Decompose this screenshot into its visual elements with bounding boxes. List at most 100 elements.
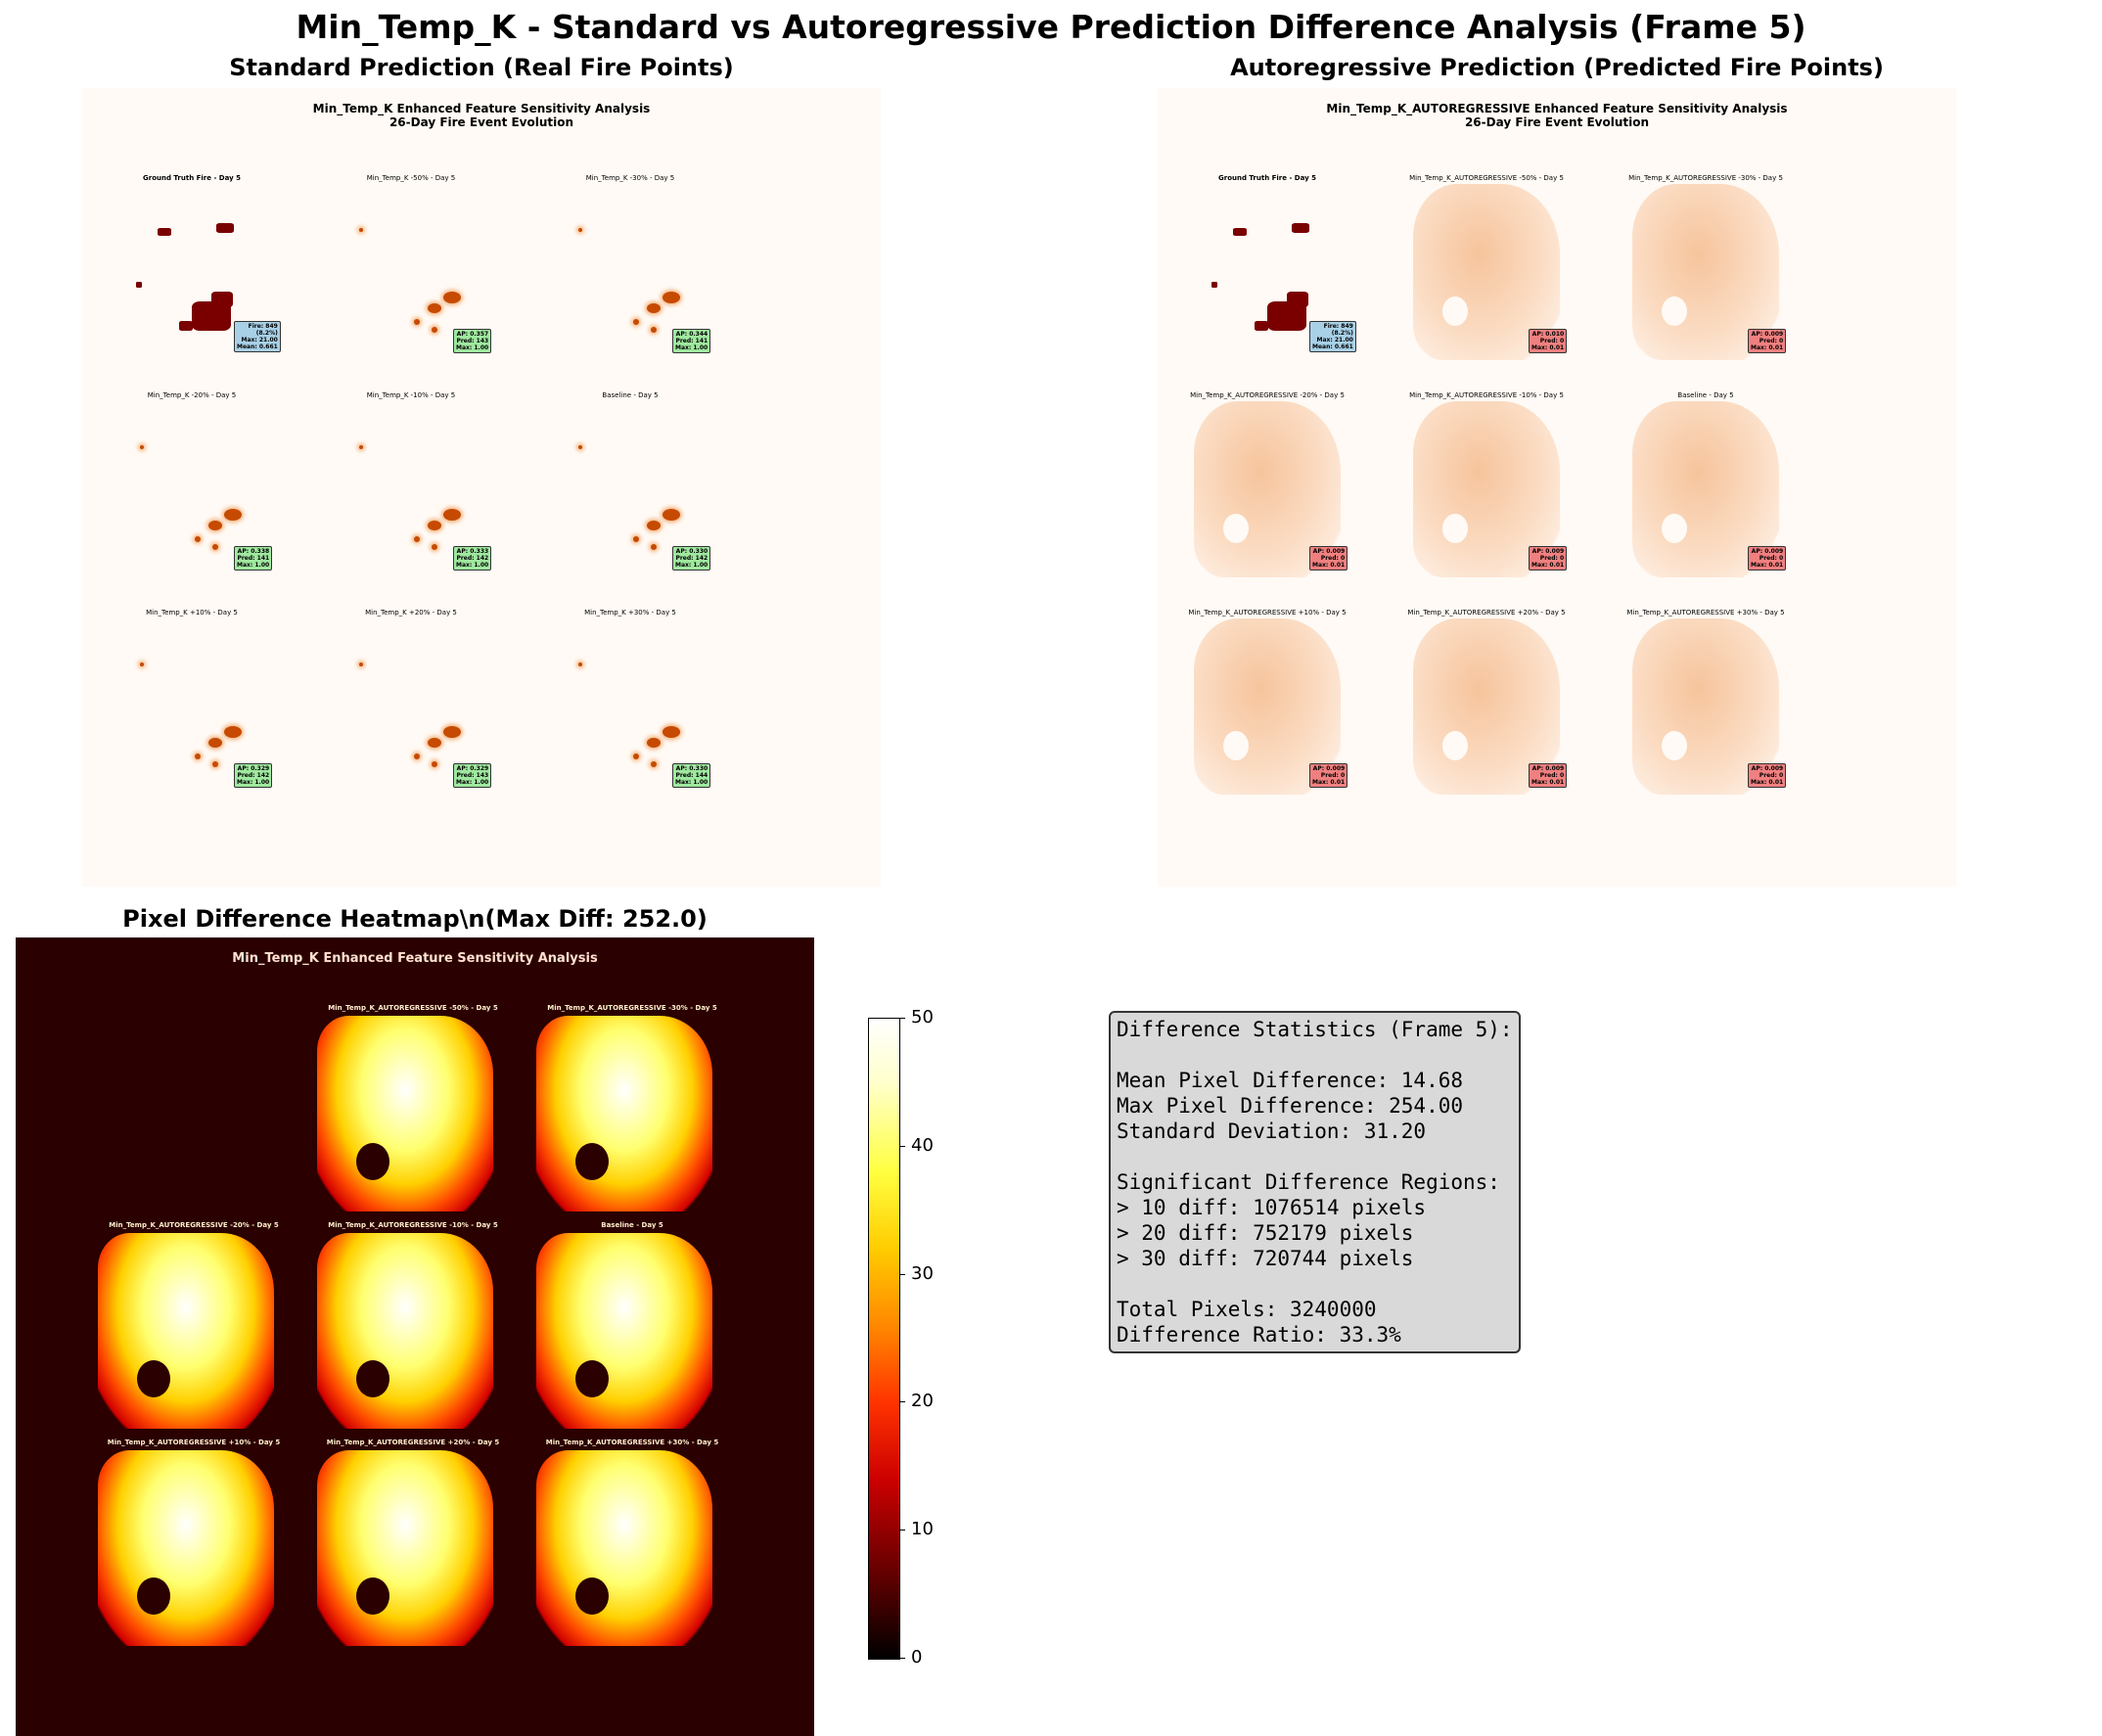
standard-cell-info-line: Pred: 143 (456, 338, 489, 344)
stats-line: Difference Statistics (Frame 5): (1117, 1018, 1513, 1041)
colorbar-ticks: 0 10 20 30 40 50 (899, 1007, 958, 1667)
autoregressive-cell-info-line: Pred: 0 (1539, 338, 1565, 344)
autoregressive-cell-info-line: Pred: 0 (1539, 555, 1565, 562)
standard-cell-7: Min_Temp_K +20% - Day 5 AP: 0.329 Pred: 14… (301, 609, 521, 826)
autoregressive-cell-info-line: AP: 0.009 (1312, 548, 1346, 555)
standard-cell-info-box: AP: 0.329 Pred: 143 Max: 1.00 (453, 763, 492, 788)
autoregressive-cell-title: Min_Temp_K_AUTOREGRESSIVE -20% - Day 5 (1190, 391, 1345, 399)
standard-cell-info-line: AP: 0.344 (675, 331, 708, 338)
colorbar-tick-mark (899, 1018, 905, 1019)
autoregressive-cell-info-line: Max: 0.01 (1751, 344, 1784, 351)
autoregressive-cell-1: Min_Temp_K_AUTOREGRESSIVE -50% - Day 5 AP… (1377, 174, 1596, 391)
standard-cell-info-box: AP: 0.330 Pred: 142 Max: 1.00 (672, 546, 711, 571)
autoregressive-cell-title: Min_Temp_K_AUTOREGRESSIVE +20% - Day 5 (1407, 609, 1566, 617)
heatmap-cell: Min_Temp_K_AUTOREGRESSIVE -20% - Day 5 (84, 1221, 303, 1439)
stats-line: > 20 diff: 752179 pixels (1117, 1221, 1414, 1245)
figure-suptitle: Min_Temp_K - Standard vs Autoregressive … (296, 8, 1806, 46)
standard-prediction-panel: Min_Temp_K Enhanced Feature Sensitivity … (82, 88, 881, 887)
standard-cell-map (338, 401, 484, 577)
heatmap-title: Pixel Difference Heatmap\n(Max Diff: 252… (122, 905, 708, 933)
colorbar-tick-mark (899, 1658, 905, 1659)
standard-cell-map (557, 401, 704, 577)
standard-cell-info-line: Mean: 0.661 (237, 343, 278, 350)
autoregressive-cell-info-line: Max: 0.01 (1531, 344, 1565, 351)
standard-cell-2: Min_Temp_K -30% - Day 5 AP: 0.344 Pred: 14… (521, 174, 740, 391)
autoregressive-cell-info-box: Fire: 849 (8.2%) Max: 21.00 Mean: 0.661 (1309, 321, 1356, 352)
stats-line: Max Pixel Difference: 254.00 (1117, 1094, 1464, 1118)
heatmap-cell-map (317, 1016, 493, 1211)
heatmap-cell: Min_Temp_K_AUTOREGRESSIVE +10% - Day 5 (84, 1439, 303, 1656)
standard-cell-info-line: Max: 1.00 (675, 344, 708, 351)
autoregressive-cell-info-box: AP: 0.009 Pred: 0 Max: 0.01 (1748, 329, 1787, 353)
standard-cell-info-line: Max: 1.00 (456, 779, 489, 786)
standard-cell-info-line: Pred: 141 (675, 338, 708, 344)
autoregressive-cell-info-line: Pred: 0 (1320, 772, 1346, 779)
heatmap-cell-map (317, 1450, 493, 1646)
autoregressive-cell-7: Min_Temp_K_AUTOREGRESSIVE +20% - Day 5 AP… (1377, 609, 1596, 826)
autoregressive-cell-info-line: AP: 0.009 (1751, 548, 1784, 555)
autoregressive-cell-info-line: AP: 0.009 (1531, 548, 1565, 555)
standard-cell-title: Ground Truth Fire - Day 5 (143, 174, 241, 182)
autoregressive-cell-info-line: AP: 0.009 (1751, 765, 1784, 772)
standard-cell-info-line: Max: 1.00 (456, 344, 489, 351)
autoregressive-cell-title: Min_Temp_K_AUTOREGRESSIVE -30% - Day 5 (1628, 174, 1783, 182)
autoregressive-cell-title: Min_Temp_K_AUTOREGRESSIVE -10% - Day 5 (1409, 391, 1564, 399)
heatmap-cell (84, 1004, 303, 1221)
standard-cell-info-line: Pred: 142 (237, 772, 270, 779)
standard-cell-map (118, 401, 265, 577)
heatmap-cell-map (98, 1233, 274, 1429)
standard-cell-0: Ground Truth Fire - Day 5 Fire: 849 (8.2%)… (82, 174, 301, 391)
standard-cell-info-line: AP: 0.330 (675, 765, 708, 772)
autoregressive-cell-title: Baseline - Day 5 (1677, 391, 1734, 399)
standard-cell-3: Min_Temp_K -20% - Day 5 AP: 0.338 Pred: 14… (82, 391, 301, 609)
heatmap-cell-title: Min_Temp_K_AUTOREGRESSIVE +30% - Day 5 (545, 1439, 719, 1446)
standard-cell-title: Min_Temp_K +30% - Day 5 (584, 609, 676, 617)
standard-cell-title: Min_Temp_K +10% - Day 5 (146, 609, 238, 617)
pixel-difference-heatmap: Min_Temp_K Enhanced Feature Sensitivity … (16, 937, 814, 1736)
heatmap-cell: Baseline - Day 5 (523, 1221, 742, 1439)
colorbar-tick-label: 30 (911, 1262, 934, 1284)
autoregressive-cell-title: Min_Temp_K_AUTOREGRESSIVE -50% - Day 5 (1409, 174, 1564, 182)
standard-cell-map (557, 618, 704, 795)
standard-cell-info-line: AP: 0.330 (675, 548, 708, 555)
standard-cell-1: Min_Temp_K -50% - Day 5 AP: 0.357 Pred: 14… (301, 174, 521, 391)
stats-line: Difference Ratio: 33.3% (1117, 1323, 1401, 1347)
autoregressive-panel-title: Autoregressive Prediction (Predicted Fir… (1230, 54, 1884, 81)
standard-cell-title: Min_Temp_K -50% - Day 5 (366, 174, 456, 182)
colorbar-tick-mark (899, 1145, 905, 1147)
standard-cell-info-line: Pred: 144 (675, 772, 708, 779)
heatmap-cell-title: Min_Temp_K_AUTOREGRESSIVE +20% - Day 5 (326, 1439, 500, 1446)
autoregressive-cell-title: Ground Truth Fire - Day 5 (1218, 174, 1316, 182)
autoregressive-cell-8: Min_Temp_K_AUTOREGRESSIVE +30% - Day 5 AP… (1596, 609, 1815, 826)
colorbar-tick-label: 0 (911, 1647, 923, 1667)
stats-line (1117, 1271, 1513, 1297)
standard-cell-info-line: Max: 21.00 (241, 337, 278, 343)
heatmap-cell-title: Min_Temp_K_AUTOREGRESSIVE -50% - Day 5 (328, 1004, 498, 1012)
standard-inner-title-line2: 26-Day Fire Event Evolution (388, 115, 574, 129)
stats-line: > 10 diff: 1076514 pixels (1117, 1196, 1427, 1219)
standard-cell-title: Baseline - Day 5 (602, 391, 659, 399)
autoregressive-cell-info-line: (8.2%) (1331, 330, 1353, 337)
colorbar-tick-mark (899, 1401, 905, 1403)
heatmap-cell-title: Min_Temp_K_AUTOREGRESSIVE -20% - Day 5 (109, 1221, 279, 1229)
heatmap-cell: Min_Temp_K_AUTOREGRESSIVE +30% - Day 5 (523, 1439, 742, 1656)
autoregressive-cell-info-line: Max: 0.01 (1751, 779, 1784, 786)
heatmap-cell-map (317, 1233, 493, 1429)
stats-line: > 30 diff: 720744 pixels (1117, 1247, 1414, 1270)
standard-cell-info-line: Pred: 143 (456, 772, 489, 779)
autoregressive-cell-map (1194, 184, 1341, 360)
stats-line: Standard Deviation: 31.20 (1117, 1119, 1427, 1143)
autoregressive-cell-title: Min_Temp_K_AUTOREGRESSIVE +10% - Day 5 (1188, 609, 1347, 617)
standard-cell-map (118, 184, 265, 360)
standard-cell-info-line: Max: 1.00 (237, 779, 270, 786)
standard-inner-title-line1: Min_Temp_K Enhanced Feature Sensitivity … (312, 102, 651, 115)
standard-cell-title: Min_Temp_K -20% - Day 5 (147, 391, 237, 399)
autoregressive-cell-info-line: Max: 0.01 (1751, 562, 1784, 569)
standard-cell-map (557, 184, 704, 360)
stats-line: Total Pixels: 3240000 (1117, 1298, 1377, 1321)
autoregressive-inner-title: Min_Temp_K_AUTOREGRESSIVE Enhanced Featu… (1158, 102, 1956, 129)
standard-cell-info-box: AP: 0.330 Pred: 144 Max: 1.00 (672, 763, 711, 788)
standard-cell-info-line: AP: 0.329 (456, 765, 489, 772)
standard-cell-info-line: Fire: 849 (248, 323, 278, 330)
autoregressive-cell-2: Min_Temp_K_AUTOREGRESSIVE -30% - Day 5 AP… (1596, 174, 1815, 391)
